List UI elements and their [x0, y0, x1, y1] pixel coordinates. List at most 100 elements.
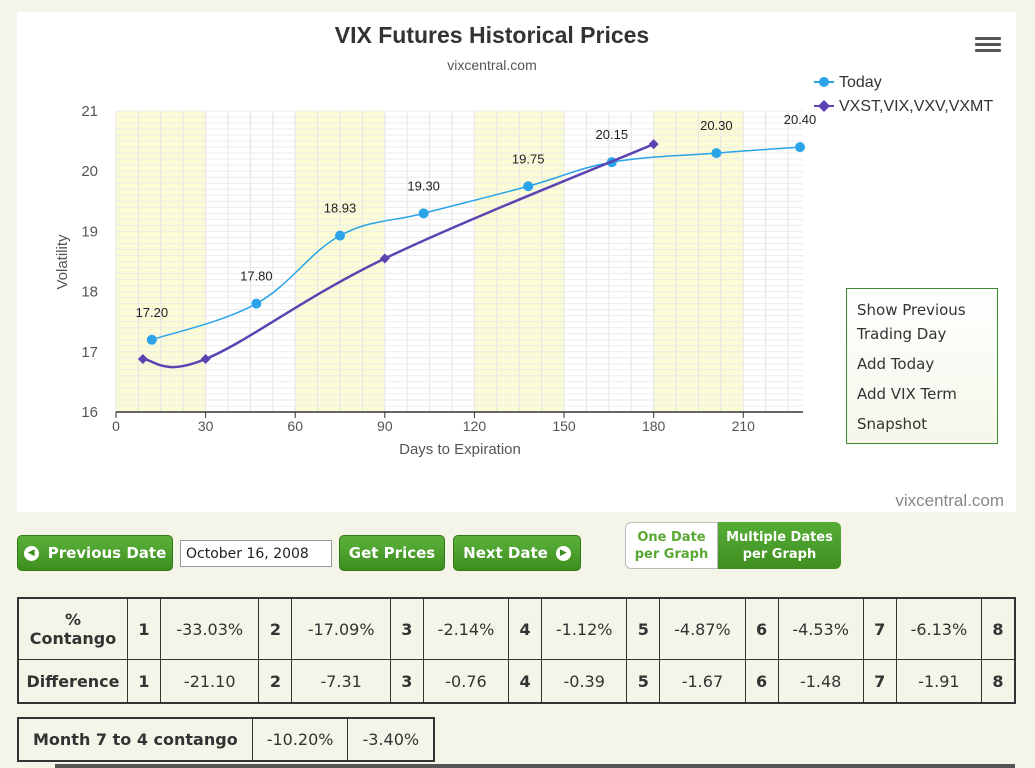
month-contango-value-2: -3.40% [347, 717, 435, 762]
difference-index-3: 3 [389, 659, 424, 704]
previous-date-label: Previous Date [47, 544, 167, 562]
today-point[interactable] [523, 181, 534, 192]
difference-index-4: 4 [508, 659, 543, 704]
month-contango-table: Month 7 to 4 contango -10.20% -3.40% [17, 717, 436, 762]
previous-date-button[interactable]: ◀ Previous Date [17, 535, 173, 571]
menu-item-show-previous-trading-day[interactable]: Show Previous Trading Day [847, 295, 997, 349]
one-date-per-graph-toggle[interactable]: One Date per Graph [625, 522, 718, 569]
legend-today-marker [819, 77, 829, 87]
legend-item-today[interactable]: Today [814, 74, 882, 91]
difference-index-1: 1 [127, 659, 161, 704]
menu-item-snapshot[interactable]: Snapshot [857, 415, 928, 433]
difference-index-6: 6 [744, 659, 779, 704]
multi-line1: Multiple Dates [726, 529, 833, 545]
chart-context-menu: Show Previous Trading Day Add Today Add … [846, 288, 998, 444]
menu-item-add-today[interactable]: Add Today [857, 355, 935, 373]
contango-value-7: -6.13% [895, 597, 983, 660]
vix-futures-chart: VIX Futures Historical Prices vixcentral… [54, 22, 1004, 510]
x-tick-label: 60 [287, 418, 303, 434]
contango-value-1: -33.03% [159, 597, 260, 660]
next-date-button[interactable]: Next Date ▶ [453, 535, 581, 571]
today-point[interactable] [335, 230, 346, 241]
data-label: 20.15 [596, 127, 629, 142]
data-label: 20.40 [784, 112, 817, 127]
term-point[interactable] [200, 354, 211, 365]
chart-subtitle: vixcentral.com [447, 57, 536, 73]
multi-line2: per Graph [742, 546, 817, 562]
today-point[interactable] [146, 334, 157, 345]
x-tick-label: 150 [552, 418, 576, 434]
contango-index-1: 1 [127, 597, 161, 660]
term-point[interactable] [137, 354, 148, 365]
y-tick-label: 19 [81, 223, 98, 240]
y-tick-label: 18 [81, 284, 98, 301]
legend-term-marker [818, 100, 830, 112]
month-contango-value-1: -10.20% [251, 717, 349, 762]
difference-index-7: 7 [862, 659, 897, 704]
contango-index-8: 8 [981, 597, 1016, 660]
contango-value-5: -4.87% [659, 597, 746, 660]
today-point[interactable] [711, 148, 722, 159]
multiple-dates-per-graph-toggle[interactable]: Multiple Dates per Graph [718, 522, 841, 569]
chart-credit[interactable]: vixcentral.com [895, 491, 1004, 510]
difference-value-4: -0.39 [541, 659, 628, 704]
contango-index-5: 5 [626, 597, 661, 660]
today-point[interactable] [251, 298, 262, 309]
chart-panel: VIX Futures Historical Prices vixcentral… [17, 12, 1016, 512]
x-tick-label: 0 [112, 418, 120, 434]
y-axis-label: Volatility [54, 234, 71, 290]
contango-value-4: -1.12% [541, 597, 628, 660]
month-contango-label: Month 7 to 4 contango [17, 717, 253, 762]
data-label: 19.30 [407, 178, 440, 193]
difference-value-7: -1.91 [895, 659, 983, 704]
series-line-today [151, 146, 801, 341]
legend[interactable]: Today VXST,VIX,VXV,VXMT [814, 74, 993, 115]
contango-index-4: 4 [508, 597, 543, 660]
contango-table: % Contango 1 -33.03% 2 -17.09% 3 -2.14% … [17, 597, 1016, 704]
data-label: 17.80 [240, 269, 273, 284]
series-line-term [142, 142, 655, 369]
contango-header-line2: Contango [29, 629, 117, 648]
right-arrow-icon: ▶ [555, 545, 571, 561]
y-tick-label: 17 [81, 344, 98, 361]
term-point[interactable] [379, 253, 390, 264]
data-label: 17.20 [136, 305, 169, 320]
x-tick-label: 30 [198, 418, 214, 434]
chart-title: VIX Futures Historical Prices [335, 22, 649, 48]
contango-row: % Contango 1 -33.03% 2 -17.09% 3 -2.14% … [17, 597, 1016, 660]
difference-value-6: -1.48 [777, 659, 864, 704]
data-label: 20.30 [700, 118, 733, 133]
get-prices-label: Get Prices [348, 544, 436, 562]
difference-row: Difference 1 -21.10 2 -7.31 3 -0.76 4 -0… [17, 659, 1016, 704]
contango-value-6: -4.53% [777, 597, 864, 660]
menu-item-show-previous-line1: Show Previous [857, 301, 966, 319]
chart-menu-icon[interactable] [975, 34, 1001, 56]
get-prices-button[interactable]: Get Prices [339, 535, 445, 571]
menu-item-add-vix-term[interactable]: Add VIX Term [857, 385, 957, 403]
difference-value-2: -7.31 [291, 659, 391, 704]
one-date-line1: One Date [637, 529, 706, 545]
x-tick-label: 210 [732, 418, 756, 434]
contango-header: % Contango [17, 597, 128, 660]
contango-index-2: 2 [258, 597, 293, 660]
plot-axes: 0 30 60 90 120 150 180 210 16 17 18 19 20 21 [81, 103, 803, 434]
legend-term-label: VXST,VIX,VXV,VXMT [839, 98, 993, 115]
contango-index-3: 3 [389, 597, 424, 660]
next-date-label: Next Date [463, 544, 548, 562]
data-label: 19.75 [512, 151, 545, 166]
difference-value-1: -21.10 [159, 659, 260, 704]
left-arrow-icon: ◀ [23, 545, 39, 561]
date-input[interactable] [180, 540, 332, 567]
y-tick-label: 20 [81, 163, 98, 180]
term-point[interactable] [648, 139, 659, 150]
today-point[interactable] [795, 142, 806, 153]
menu-item-show-previous-line2: Trading Day [857, 325, 947, 343]
today-point[interactable] [418, 208, 429, 219]
x-tick-label: 120 [463, 418, 487, 434]
difference-index-8: 8 [981, 659, 1016, 704]
difference-value-3: -0.76 [422, 659, 510, 704]
legend-today-label: Today [839, 74, 882, 91]
legend-item-term[interactable]: VXST,VIX,VXV,VXMT [814, 98, 993, 115]
y-tick-label: 21 [81, 103, 98, 120]
difference-index-5: 5 [626, 659, 661, 704]
